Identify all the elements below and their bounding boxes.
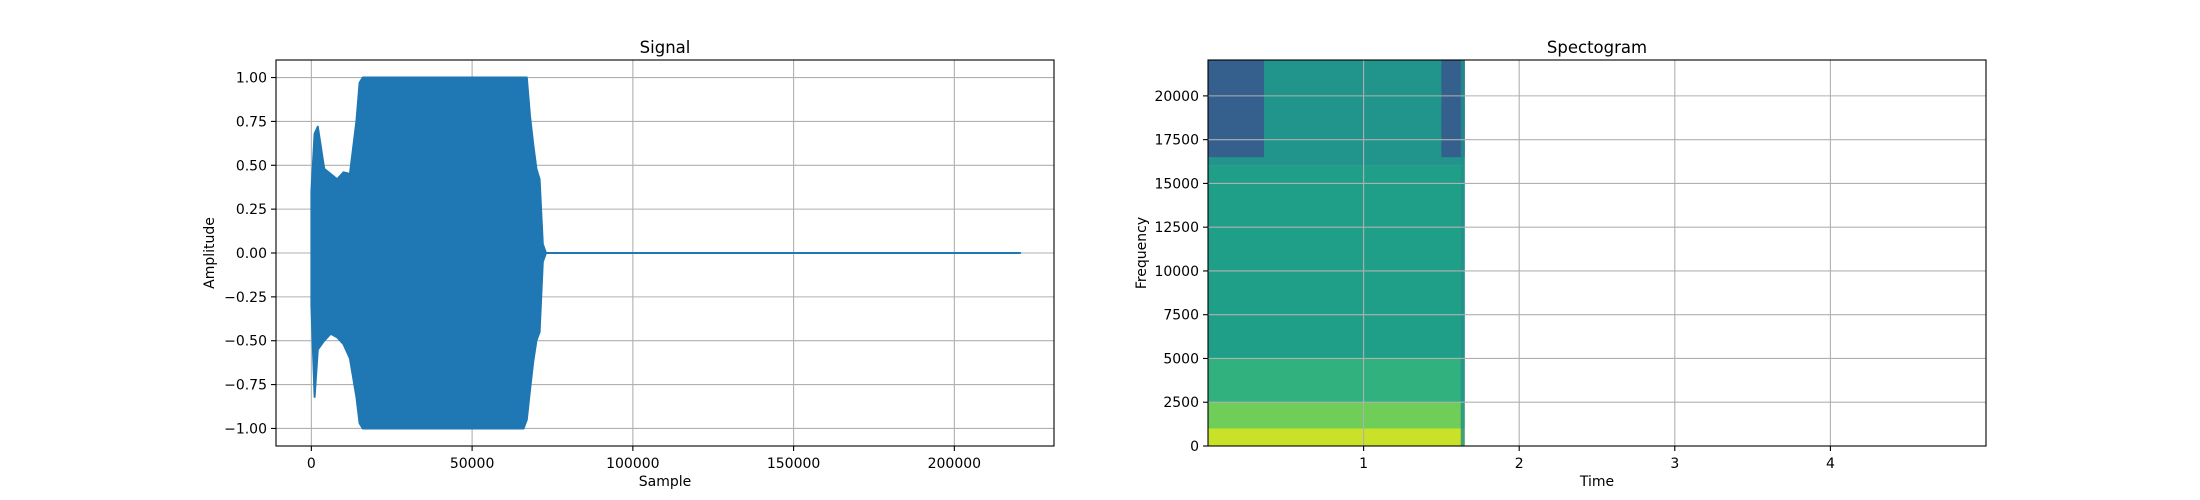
y-tick-label: 0.50 bbox=[236, 158, 267, 174]
spectrogram-edge bbox=[1460, 60, 1465, 446]
x-tick-label: 1 bbox=[1359, 456, 1368, 472]
y-tick-label: 5000 bbox=[1163, 351, 1199, 367]
signal-title: Signal bbox=[640, 38, 691, 57]
signal-waveform bbox=[310, 76, 1022, 430]
signal-y-axis-title: Amplitude bbox=[202, 217, 218, 289]
spectrogram-band bbox=[1208, 358, 1465, 403]
x-tick-label: 100000 bbox=[606, 456, 659, 472]
signal-x-axis-title: Sample bbox=[639, 474, 692, 490]
y-tick-label: −0.50 bbox=[224, 334, 267, 350]
y-tick-label: 17500 bbox=[1154, 133, 1199, 149]
spectrogram-y-axis-title: Frequency bbox=[1134, 217, 1150, 289]
signal-chart: 0 50000 100000 150000 200000 1.00 0.75 0.50 0.25… bbox=[202, 38, 1055, 490]
y-tick-label: 7500 bbox=[1163, 308, 1199, 324]
y-tick-label: −1.00 bbox=[224, 421, 267, 437]
x-tick-label: 3 bbox=[1670, 456, 1679, 472]
y-tick-label: 2500 bbox=[1163, 395, 1199, 411]
y-tick-label: 15000 bbox=[1154, 176, 1199, 192]
y-tick-label: 0.25 bbox=[236, 202, 267, 218]
plot-frame bbox=[1207, 59, 1987, 447]
y-tick-label: 0.00 bbox=[236, 246, 267, 262]
x-tick-label: 150000 bbox=[767, 456, 820, 472]
spectrogram-x-axis-title: Time bbox=[1579, 474, 1614, 490]
spectrogram-chart: 1 2 3 4 0 2500 5000 7500 10000 12500 15000 17500 200… bbox=[1134, 38, 1987, 490]
y-tick-label: 10000 bbox=[1154, 264, 1199, 280]
spectrogram-title: Spectogram bbox=[1547, 38, 1647, 57]
spectrogram-band bbox=[1208, 165, 1465, 359]
y-tick-label: −0.25 bbox=[224, 290, 267, 306]
x-tick-label: 200000 bbox=[928, 456, 981, 472]
spectrogram-masked-band-end bbox=[1441, 60, 1465, 158]
y-tick-label: 0 bbox=[1190, 439, 1199, 455]
spectrogram-band bbox=[1208, 402, 1465, 429]
x-tick-label: 50000 bbox=[450, 456, 495, 472]
spectrogram-band bbox=[1208, 428, 1465, 446]
x-tick-label: 2 bbox=[1515, 456, 1524, 472]
y-tick-label: 1.00 bbox=[236, 71, 267, 87]
y-tick-label: −0.75 bbox=[224, 378, 267, 394]
y-tick-label: 20000 bbox=[1154, 89, 1199, 105]
spectrogram-masked-band-start bbox=[1208, 60, 1265, 158]
x-tick-label: 4 bbox=[1826, 456, 1835, 472]
x-tick-label: 0 bbox=[307, 456, 316, 472]
y-tick-label: 0.75 bbox=[236, 114, 267, 130]
y-tick-label: 12500 bbox=[1154, 220, 1199, 236]
